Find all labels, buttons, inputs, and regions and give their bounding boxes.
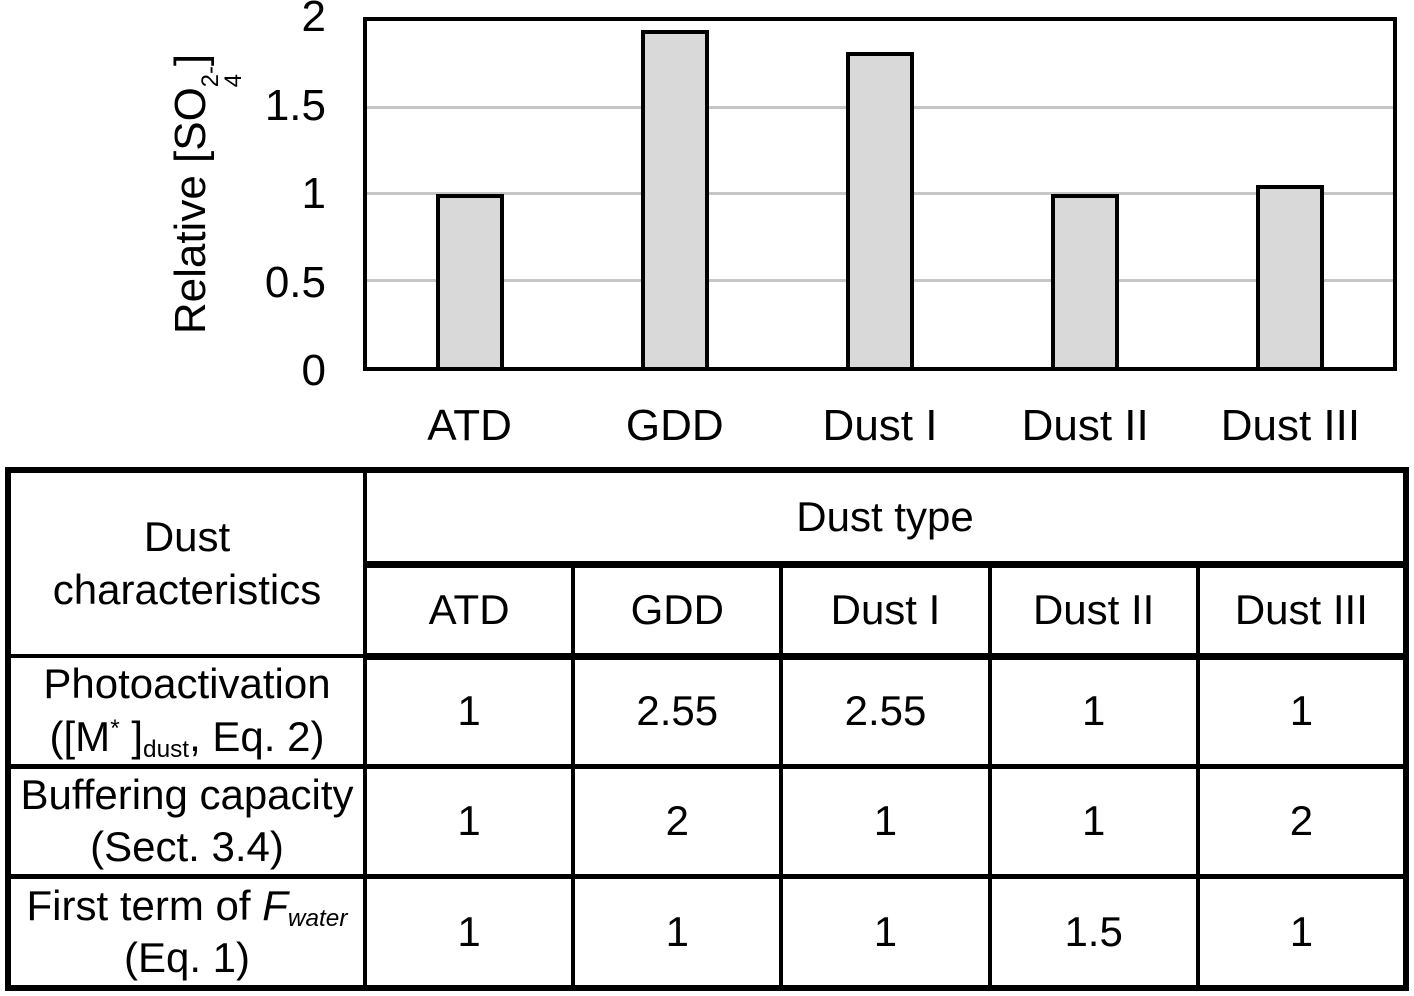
dust-characteristics-table: Dust characteristics Dust type ATD GDD Dust I… <box>5 467 1409 991</box>
cell-2-dust-i: 1 <box>779 764 992 880</box>
y-axis-ticks: 0 0.5 1 1.5 2 <box>0 0 326 393</box>
group-header-dust-type: Dust type <box>363 468 1408 568</box>
bar-atd <box>435 194 504 367</box>
table-column-header-row: ATD GDD Dust I Dust II Dust III <box>8 562 1409 660</box>
cell-2-atd: 1 <box>362 764 576 880</box>
corner-header-line-1: Dust <box>143 513 231 560</box>
cell-3-dust-iii: 1 <box>1195 874 1409 991</box>
cell-1-atd: 1 <box>362 653 576 769</box>
corner-header-dust-characteristics: Dust characteristics <box>6 468 367 658</box>
col-header-atd: ATD <box>362 562 576 660</box>
cell-3-dust-ii: 1.5 <box>987 874 1200 991</box>
row-label-line-2: (Eq. 1) <box>123 934 251 982</box>
col-header-dust-i: Dust I <box>779 562 992 660</box>
table-row: Photoactivation ([M* ]dust, Eq. 2) 1 2.55 2.… <box>6 653 1409 769</box>
col-header-gdd: GDD <box>571 562 784 660</box>
table-row: First term of Fwater (Eq. 1) 1 1 1 1.5 1 <box>6 874 1409 991</box>
x-label-dust-iii: Dust III <box>1220 401 1361 450</box>
table-row: Buffering capacity (Sect. 3.4) 1 2 1 1 2 <box>6 764 1409 880</box>
y-tick-2: 2 <box>301 0 326 41</box>
cell-3-gdd: 1 <box>571 874 784 991</box>
x-label-atd: ATD <box>427 401 512 450</box>
cell-1-dust-ii: 1 <box>987 653 1200 769</box>
bar-dust-i <box>846 52 914 367</box>
cell-1-gdd: 2.55 <box>571 653 784 769</box>
col-header-dust-iii: Dust III <box>1195 562 1409 660</box>
plot-area <box>363 17 1397 371</box>
row-label-line-2: ([M* ]dust, Eq. 2) <box>49 712 325 763</box>
row-label-line-1: Buffering capacity <box>20 770 354 818</box>
row-label-line-1: First term of Fwater <box>26 881 348 932</box>
bar-gdd <box>640 29 709 367</box>
row-label-line-2: (Sect. 3.4) <box>90 823 284 871</box>
y-tick-1: 1 <box>301 169 326 218</box>
corner-header-line-2: characteristics <box>52 565 322 613</box>
y-tick-0.5: 0.5 <box>264 257 326 307</box>
bar-dust-iii <box>1256 185 1325 367</box>
row-label-2: Buffering capacity (Sect. 3.4) <box>6 764 367 880</box>
row-label-1: Photoactivation ([M* ]dust, Eq. 2) <box>6 653 367 769</box>
y-tick-0: 0 <box>301 346 326 395</box>
row-label-3: First term of Fwater (Eq. 1) <box>6 874 367 991</box>
x-label-gdd: GDD <box>625 401 724 450</box>
cell-3-atd: 1 <box>362 874 576 991</box>
x-axis-labels: ATD GDD Dust I Dust II Dust III <box>367 404 1393 454</box>
cell-2-dust-iii: 2 <box>1195 764 1409 880</box>
cell-1-dust-iii: 1 <box>1195 653 1409 769</box>
x-label-dust-ii: Dust II <box>1021 401 1149 450</box>
col-header-dust-ii: Dust II <box>987 562 1200 660</box>
y-tick-1.5: 1.5 <box>264 80 326 130</box>
cell-3-dust-i: 1 <box>779 874 992 991</box>
cell-2-dust-ii: 1 <box>987 764 1200 880</box>
row-label-line-1: Photoactivation <box>43 660 331 708</box>
table-header-group-row: Dust characteristics Dust type <box>6 468 1408 658</box>
bar-dust-ii <box>1051 194 1120 367</box>
cell-2-gdd: 2 <box>571 764 784 880</box>
x-label-dust-i: Dust I <box>822 401 938 450</box>
cell-1-dust-i: 2.55 <box>779 653 992 769</box>
